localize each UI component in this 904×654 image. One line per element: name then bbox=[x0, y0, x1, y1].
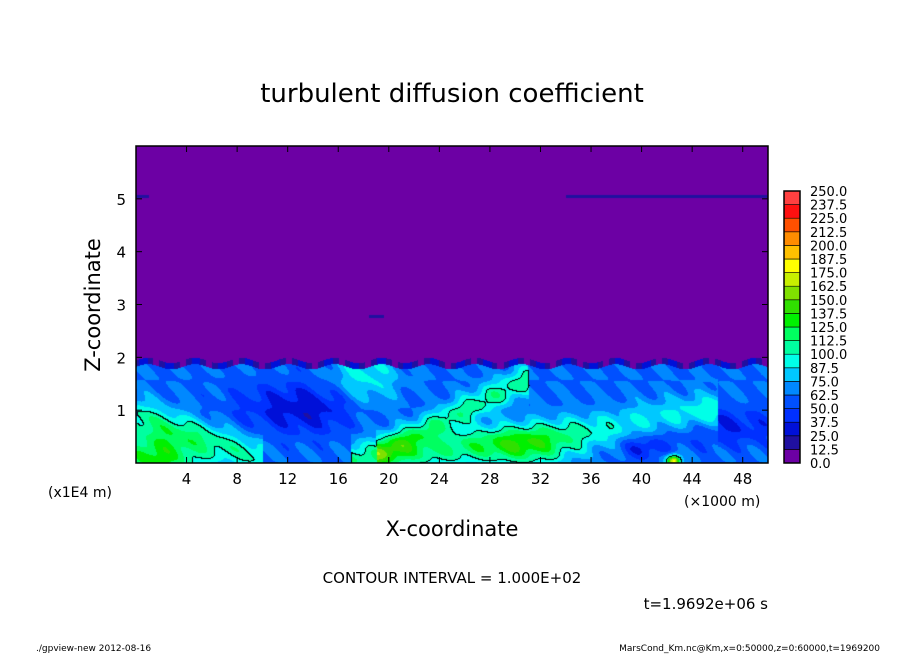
colorbar-label: 50.0 bbox=[810, 403, 839, 418]
footer-left: ./gpview-new 2012-08-16 bbox=[36, 644, 151, 654]
y-tick-label: 5 bbox=[116, 191, 126, 209]
contour-interval-label: CONTOUR INTERVAL = 1.000E+02 bbox=[323, 569, 582, 587]
x-tick-label: 48 bbox=[733, 470, 752, 488]
colorbar-swatch bbox=[783, 449, 801, 464]
colorbar-label: 212.5 bbox=[810, 226, 847, 241]
colorbar-swatch bbox=[783, 340, 801, 355]
x-axis-label: X-coordinate bbox=[386, 517, 519, 541]
colorbar-swatch bbox=[783, 285, 801, 301]
colorbar-label: 150.0 bbox=[810, 294, 847, 309]
colorbar-swatch bbox=[783, 353, 801, 369]
colorbar-label: 250.0 bbox=[810, 185, 847, 200]
colorbar-label: 225.0 bbox=[810, 212, 847, 227]
colorbar-label: 0.0 bbox=[810, 457, 831, 472]
colorbar-label: 175.0 bbox=[810, 267, 847, 282]
colorbar-label: 37.5 bbox=[810, 416, 839, 431]
x-tick-label: 32 bbox=[531, 470, 550, 488]
colorbar-label: 87.5 bbox=[810, 362, 839, 377]
footer-right: MarsCond_Km.nc@Km,x=0:50000,z=0:60000,t=… bbox=[619, 644, 880, 654]
x-tick-label: 12 bbox=[278, 470, 297, 488]
colorbar-label: 100.0 bbox=[810, 348, 847, 363]
x-tick-label: 24 bbox=[430, 470, 449, 488]
y-tick-label: 2 bbox=[116, 349, 126, 367]
colorbar-swatch bbox=[783, 245, 801, 260]
x-tick-label: 40 bbox=[632, 470, 651, 488]
colorbar-label: 237.5 bbox=[810, 199, 847, 214]
colorbar-label: 75.0 bbox=[810, 375, 839, 390]
y-tick-label: 1 bbox=[116, 402, 126, 420]
colorbar-label: 112.5 bbox=[810, 335, 847, 350]
colorbar-label: 25.0 bbox=[810, 430, 839, 445]
x-tick-label: 8 bbox=[232, 470, 242, 488]
colorbar-swatch bbox=[783, 190, 801, 205]
colorbar-swatch bbox=[783, 435, 801, 450]
plot-frame bbox=[135, 145, 769, 464]
x-tick-label: 36 bbox=[581, 470, 600, 488]
x-tick-label: 44 bbox=[683, 470, 702, 488]
colorbar-label: 162.5 bbox=[810, 280, 847, 295]
x-unit-label: (×1000 m) bbox=[684, 494, 760, 510]
colorbar-swatch bbox=[783, 408, 801, 423]
x-tick-label: 16 bbox=[329, 470, 348, 488]
y-axis-label: Z-coordinate bbox=[81, 238, 105, 372]
colorbar-swatch bbox=[783, 204, 801, 219]
colorbar-swatch bbox=[783, 217, 801, 233]
colorbar-swatch bbox=[783, 381, 801, 396]
colorbar-swatch bbox=[783, 394, 801, 409]
colorbar-swatch bbox=[783, 231, 801, 246]
colorbar-label: 200.0 bbox=[810, 239, 847, 254]
colorbar-swatch bbox=[783, 421, 801, 437]
heatmap-field bbox=[136, 146, 768, 463]
colorbar-swatch bbox=[783, 258, 801, 273]
colorbar-swatch bbox=[783, 367, 801, 382]
colorbar-label: 187.5 bbox=[810, 253, 847, 268]
chart-title: turbulent diffusion coefficient bbox=[260, 79, 644, 109]
colorbar-swatch bbox=[783, 299, 801, 314]
y-tick-label: 4 bbox=[116, 244, 126, 262]
colorbar-label: 137.5 bbox=[810, 307, 847, 322]
y-tick-label: 3 bbox=[116, 297, 126, 315]
x-tick-label: 20 bbox=[379, 470, 398, 488]
colorbar-swatch bbox=[783, 326, 801, 341]
time-label: t=1.9692e+06 s bbox=[644, 595, 769, 613]
colorbar-label: 125.0 bbox=[810, 321, 847, 336]
y-unit-label: (x1E4 m) bbox=[48, 485, 112, 501]
colorbar-frame bbox=[783, 190, 801, 464]
x-tick-label: 4 bbox=[182, 470, 192, 488]
x-tick-label: 28 bbox=[480, 470, 499, 488]
colorbar-swatch bbox=[783, 313, 801, 328]
colorbar-label: 12.5 bbox=[810, 443, 839, 458]
colorbar-label: 62.5 bbox=[810, 389, 839, 404]
colorbar-swatch bbox=[783, 272, 801, 287]
